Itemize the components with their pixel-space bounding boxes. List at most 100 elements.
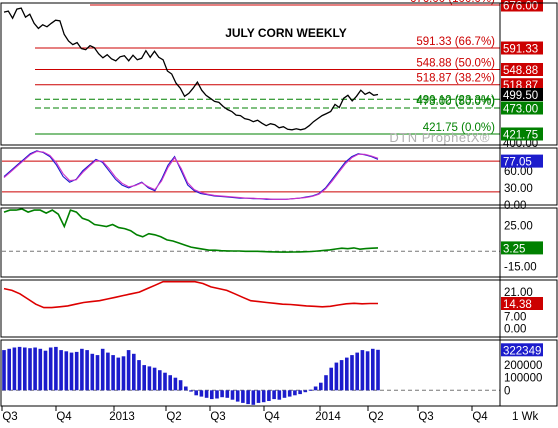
panel-frame-2 bbox=[0, 207, 558, 278]
oi-bar-7 bbox=[38, 348, 43, 391]
x-label-1: Q4 bbox=[56, 411, 72, 423]
oi-bar-30 bbox=[158, 370, 162, 391]
mom-tick-0: 21.00 bbox=[504, 287, 533, 299]
price-badge-5: 473.00 bbox=[503, 104, 538, 116]
oi-bar-51 bbox=[267, 390, 271, 401]
oi-bar-70 bbox=[365, 351, 370, 391]
osc-line-0 bbox=[3, 208, 379, 253]
oi-bar-22 bbox=[116, 357, 121, 391]
oi-tick-2: 0 bbox=[504, 385, 510, 397]
fib-label-6: 421.75 (0.0%) bbox=[423, 122, 495, 134]
oi-bar-66 bbox=[345, 357, 349, 391]
stoch-tick-2: 0.00 bbox=[504, 200, 526, 212]
oi-bar-0 bbox=[2, 350, 6, 391]
price-badge-0: 676.00 bbox=[503, 1, 538, 13]
oi-tick-0: 200000 bbox=[504, 360, 542, 372]
oi-bar-53 bbox=[277, 390, 282, 400]
stoch-tick-1: 30.00 bbox=[504, 183, 533, 195]
oi-bar-61 bbox=[319, 382, 323, 391]
oi-bar-35 bbox=[184, 386, 188, 391]
chart-title: JULY CORN WEEKLY bbox=[225, 26, 347, 40]
oi-bar-8 bbox=[43, 350, 48, 391]
oi-bar-52 bbox=[272, 390, 276, 400]
oi-bar-26 bbox=[137, 360, 141, 391]
panel-frame-3 bbox=[0, 279, 558, 338]
price-badge-0-bg bbox=[501, 0, 543, 12]
oi-badge-bg bbox=[501, 343, 543, 357]
oi-bar-40 bbox=[210, 390, 214, 400]
price-badge-6-bg bbox=[501, 127, 543, 141]
oi-bar-60 bbox=[313, 386, 318, 391]
stoch-badge: 77.05 bbox=[503, 157, 532, 169]
x-label-2: 2013 bbox=[109, 411, 135, 423]
fib-label-4: 490.12 (23.3%) bbox=[416, 94, 495, 106]
oi-bar-27 bbox=[142, 365, 146, 391]
price-axis-400: 400.00 bbox=[503, 138, 538, 150]
oi-bar-54 bbox=[282, 390, 287, 398]
oi-bar-11 bbox=[59, 350, 63, 391]
oi-bar-36 bbox=[189, 390, 193, 392]
price-badge-4: 499.50 bbox=[503, 90, 538, 102]
oi-bar-24 bbox=[126, 350, 131, 391]
oi-bar-71 bbox=[371, 348, 375, 391]
oi-bar-21 bbox=[111, 355, 115, 391]
oi-bar-16 bbox=[85, 350, 89, 391]
oi-bar-5 bbox=[28, 348, 32, 391]
oi-bar-44 bbox=[230, 390, 235, 400]
oi-bar-63 bbox=[329, 367, 333, 391]
oi-bar-50 bbox=[261, 390, 266, 403]
oi-bar-28 bbox=[147, 366, 152, 391]
oi-bar-62 bbox=[324, 375, 328, 391]
oi-bar-55 bbox=[287, 390, 292, 397]
oi-bar-42 bbox=[220, 390, 224, 398]
oi-bar-33 bbox=[173, 377, 178, 391]
oi-bar-18 bbox=[95, 355, 100, 391]
panel-frame-1 bbox=[0, 147, 558, 206]
oi-bar-14 bbox=[74, 351, 79, 391]
oi-bar-4 bbox=[23, 347, 27, 391]
fib-label-2: 548.88 (50.0%) bbox=[416, 58, 495, 70]
oi-bar-3 bbox=[17, 346, 22, 391]
price-badge-4-bg bbox=[501, 88, 543, 101]
mom-badge-bg bbox=[501, 297, 543, 310]
oi-bar-32 bbox=[168, 375, 172, 391]
oi-bar-9 bbox=[48, 347, 53, 391]
osc-badge-bg bbox=[501, 241, 543, 255]
oi-bar-1 bbox=[7, 348, 11, 391]
oi-bar-37 bbox=[194, 390, 198, 396]
period-label: 1 Wk bbox=[512, 411, 538, 423]
oi-bar-56 bbox=[293, 390, 297, 396]
mom-tick-3: 0.00 bbox=[504, 323, 526, 335]
oi-bar-12 bbox=[64, 351, 69, 391]
oi-bar-29 bbox=[152, 367, 157, 391]
oi-bar-19 bbox=[100, 348, 105, 391]
oi-bar-47 bbox=[246, 390, 250, 405]
fib-label-1: 591.33 (66.7%) bbox=[416, 36, 495, 48]
osc-tick-0: 25.00 bbox=[504, 221, 533, 233]
osc-tick-2: -15.00 bbox=[504, 262, 537, 274]
oi-tick-1: 100000 bbox=[504, 373, 542, 385]
oi-bar-31 bbox=[163, 372, 167, 391]
oi-bar-6 bbox=[33, 347, 37, 391]
oi-bar-45 bbox=[235, 390, 240, 402]
oi-bar-72 bbox=[376, 349, 380, 391]
fib-label-3: 518.87 (38.2%) bbox=[416, 73, 495, 85]
oi-bar-46 bbox=[241, 390, 245, 403]
oi-bar-67 bbox=[350, 355, 354, 391]
x-label-5: Q4 bbox=[264, 411, 280, 423]
price-line bbox=[3, 7, 379, 131]
oi-bar-41 bbox=[215, 390, 219, 399]
stoch-badge-bg bbox=[501, 154, 543, 168]
oi-bar-58 bbox=[303, 390, 308, 393]
stoch-tick-0: 60.00 bbox=[504, 166, 533, 178]
mom-tick-2: 7.00 bbox=[504, 311, 526, 323]
oi-badge: 322349 bbox=[503, 345, 541, 357]
oi-bar-15 bbox=[80, 348, 84, 391]
price-badge-3-bg bbox=[501, 78, 543, 92]
oi-bar-39 bbox=[204, 390, 209, 398]
oi-bar-38 bbox=[199, 390, 204, 397]
oi-bar-13 bbox=[69, 352, 74, 391]
oi-bar-48 bbox=[251, 390, 256, 405]
